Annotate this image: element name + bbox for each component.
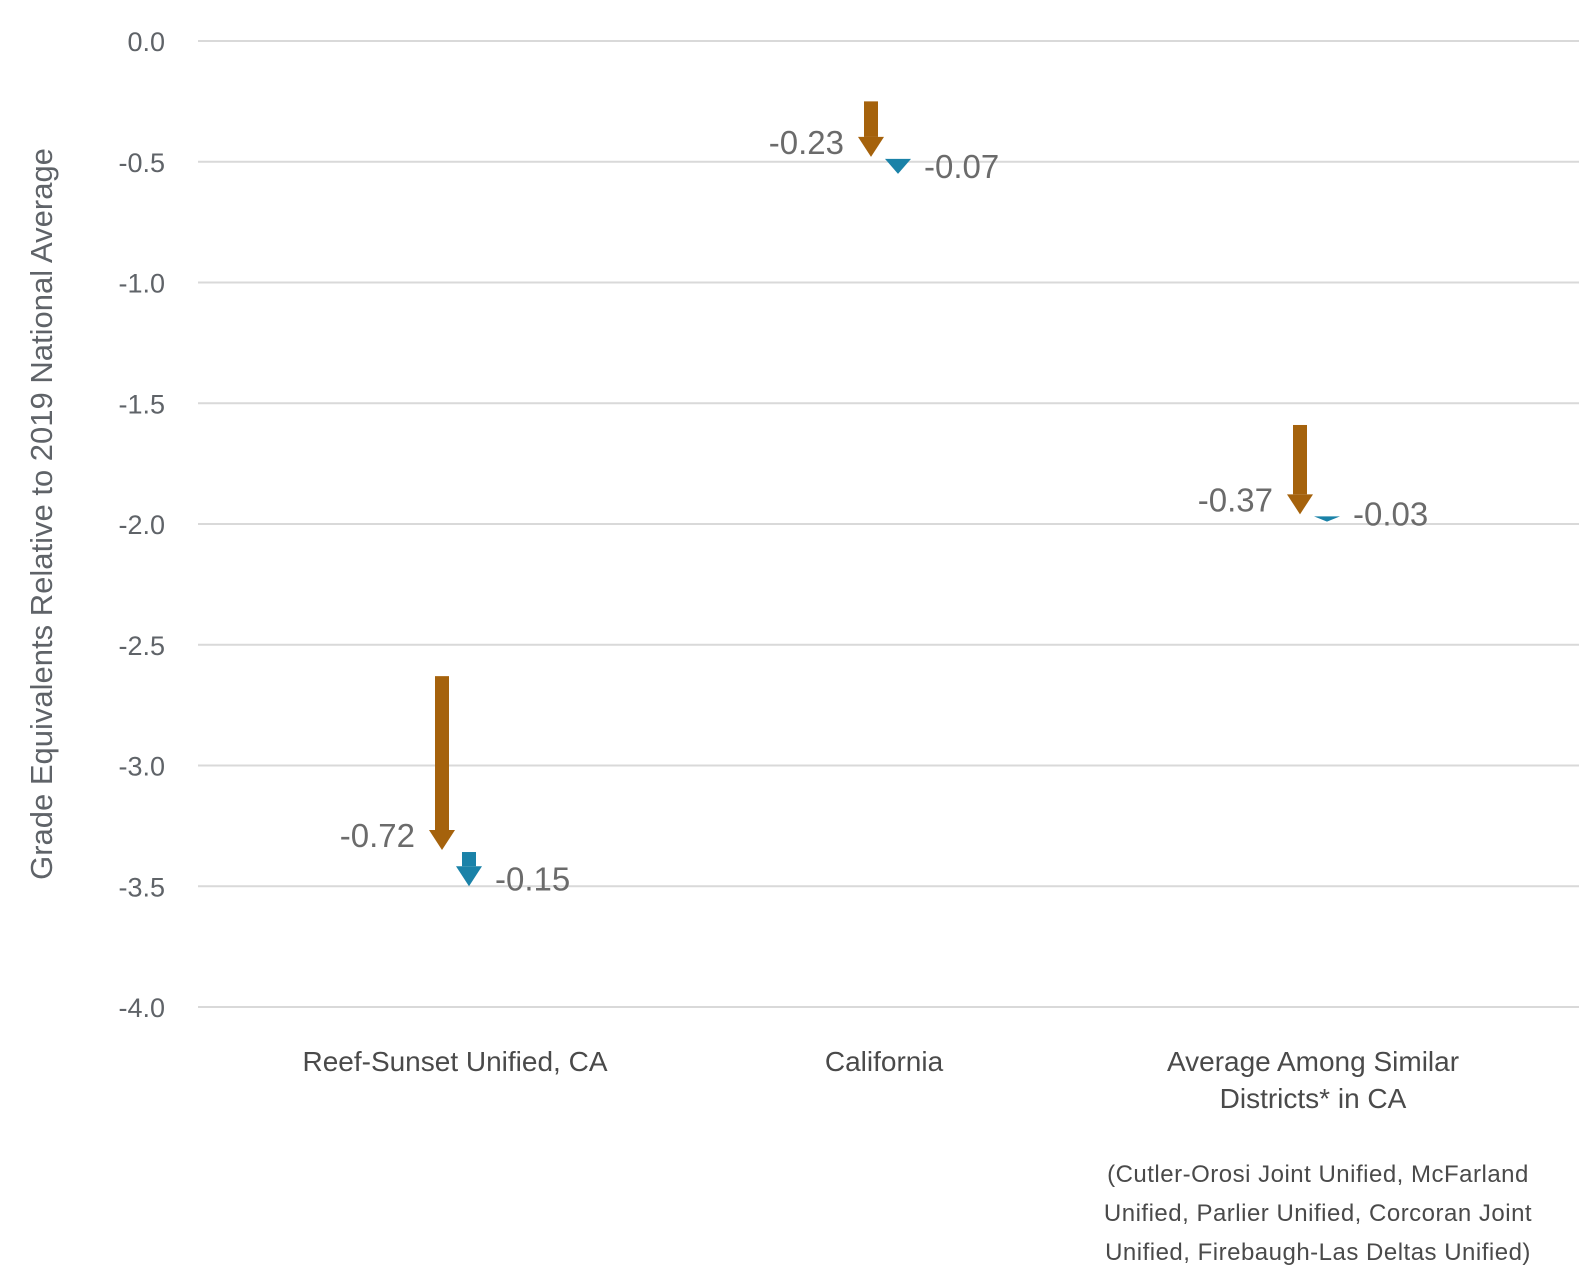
y-tick-label: -2.5 <box>118 631 165 661</box>
arrow-marks <box>429 101 1340 887</box>
first-change-arrow-shaft <box>435 676 449 831</box>
y-tick-label: -3.0 <box>118 752 165 782</box>
second-change-label: -0.07 <box>924 148 999 185</box>
footnote-line: (Cutler-Orosi Joint Unified, McFarland <box>1107 1161 1529 1188</box>
category-label: Average Among Similar <box>1167 1046 1459 1077</box>
y-tick-label: -4.0 <box>118 993 165 1023</box>
footnote-line: Unified, Parlier Unified, Corcoran Joint <box>1104 1200 1532 1227</box>
y-tick-label: -0.5 <box>118 148 165 178</box>
first-change-arrow-shaft <box>864 101 878 137</box>
second-change-arrow-shaft <box>462 852 476 867</box>
first-change-label: -0.37 <box>1198 481 1273 518</box>
y-tick-labels: 0.0 -0.5 -1.0 -1.5 -2.0 -2.5 -3.0 -3.5 -4.0 <box>118 27 165 1023</box>
first-change-arrow-head <box>429 830 455 851</box>
first-change-arrow <box>429 676 455 851</box>
y-tick-label: 0.0 <box>127 27 165 57</box>
footnote-line: Unified, Firebaugh-Las Deltas Unified) <box>1105 1239 1531 1266</box>
first-change-arrow-shaft <box>1293 424 1307 495</box>
first-change-label: -0.23 <box>769 124 844 161</box>
category-label: Reef-Sunset Unified, CA <box>302 1046 607 1077</box>
y-tick-label: -1.5 <box>118 389 165 419</box>
second-change-arrow <box>1314 516 1340 522</box>
second-change-arrow <box>885 158 911 174</box>
first-change-label: -0.72 <box>340 817 415 854</box>
first-change-arrow <box>1287 424 1313 515</box>
second-change-label: -0.03 <box>1353 496 1428 533</box>
second-change-arrow-head <box>885 158 911 174</box>
second-change-arrow <box>456 852 482 887</box>
second-change-arrow-head <box>1314 516 1340 522</box>
category-label: California <box>825 1046 944 1077</box>
first-change-arrow-head <box>858 136 884 157</box>
value-labels: -0.72 -0.15 -0.23 -0.07 -0.37 -0.03 <box>340 124 1428 897</box>
y-axis-title: Grade Equivalents Relative to 2019 Natio… <box>24 148 59 880</box>
y-tick-label: -2.0 <box>118 510 165 540</box>
first-change-arrow <box>858 101 884 157</box>
second-change-arrow-head <box>456 866 482 887</box>
category-label: Districts* in CA <box>1220 1083 1407 1114</box>
second-change-label: -0.15 <box>495 860 570 897</box>
y-tick-label: -3.5 <box>118 872 165 902</box>
footnote: (Cutler-Orosi Joint Unified, McFarland Un… <box>1104 1161 1532 1266</box>
category-labels: Reef-Sunset Unified, CA California Average… <box>302 1046 1459 1114</box>
y-tick-label: -1.0 <box>118 269 165 299</box>
first-change-arrow-head <box>1287 494 1313 515</box>
grid-layer <box>198 40 1579 1008</box>
